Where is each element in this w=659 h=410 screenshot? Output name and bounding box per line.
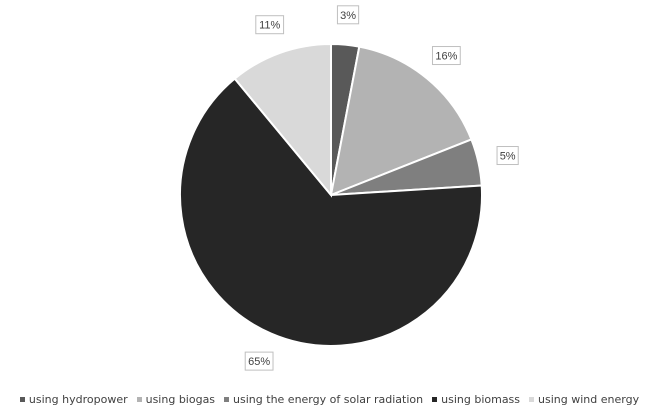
svg-text:16%: 16% bbox=[435, 51, 457, 63]
pie-slice-using-wind-energy bbox=[233, 42, 332, 198]
legend-swatch-icon bbox=[529, 396, 535, 402]
pie-slices bbox=[179, 42, 483, 347]
legend-swatch-icon bbox=[224, 396, 230, 402]
svg-text:65%: 65% bbox=[248, 356, 270, 368]
svg-text:11%: 11% bbox=[259, 20, 280, 32]
pie-chart: 3% 16% 5% 65% 11% bbox=[179, 5, 519, 371]
svg-text:3%: 3% bbox=[340, 10, 356, 22]
legend-label: using wind energy bbox=[538, 392, 640, 406]
legend-swatch-icon bbox=[432, 396, 438, 402]
legend-label: using biogas bbox=[145, 392, 216, 406]
pie-slice-using-biomass bbox=[179, 77, 483, 347]
chart-legend: using hydropower using biogas using the en… bbox=[0, 391, 659, 407]
legend-entry-using-wind-energy: using wind energy bbox=[529, 393, 639, 406]
legend-swatch-icon bbox=[19, 396, 25, 402]
legend-label: using the energy of solar radiation bbox=[233, 392, 424, 406]
legend-label: using biomass bbox=[441, 392, 521, 406]
legend-label: using hydropower bbox=[28, 392, 128, 406]
data-label-using-wind-energy: 11% bbox=[255, 15, 285, 35]
legend-entry-using-the-energy-of-solar-radiation: using the energy of solar radiation bbox=[224, 393, 423, 406]
data-label-using-hydropower: 3% bbox=[336, 5, 360, 25]
pie-slice-using-biogas bbox=[329, 45, 473, 197]
legend-swatch-icon bbox=[136, 396, 142, 402]
data-label-using-biogas: 16% bbox=[431, 46, 461, 66]
legend-entry-using-biogas: using biogas bbox=[136, 392, 216, 406]
pie-data-labels: 3% 16% 5% 65% 11% bbox=[244, 5, 519, 371]
svg-text:5%: 5% bbox=[500, 151, 516, 163]
data-label-using-biomass: 65% bbox=[244, 351, 274, 371]
data-label-using-the-energy-of-solar-radiation: 5% bbox=[496, 146, 519, 166]
legend-entry-using-biomass: using biomass bbox=[432, 393, 520, 406]
legend-entry-using-hydropower: using hydropower bbox=[19, 392, 128, 406]
